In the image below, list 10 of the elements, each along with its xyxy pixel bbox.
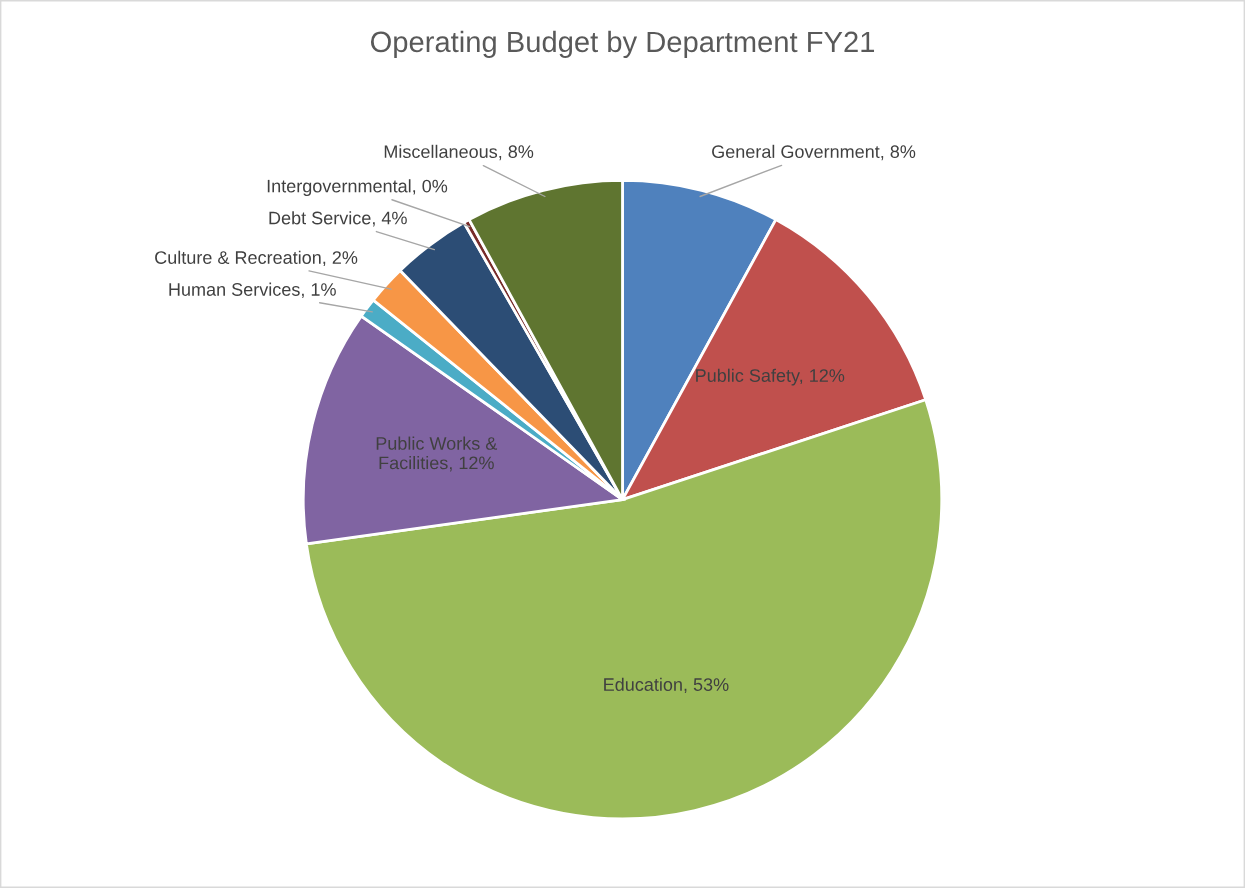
slice-label: General Government, 8% [712,144,916,161]
slice-label: Miscellaneous, 8% [384,144,534,161]
slice-label: Human Services, 1% [169,282,336,299]
slice-label: Public Safety, 12% [696,368,845,386]
slice-label: Public Works & Facilities, 12% [376,436,498,472]
slice-label: Intergovernmental, 0% [267,179,448,197]
slice-label: Education, 53% [604,677,729,694]
slice-label: Debt Service, 4% [269,211,407,227]
slice-label: Culture & Recreation, 2% [155,250,358,267]
chart-title: Operating Budget by Department FY21 [370,30,875,58]
